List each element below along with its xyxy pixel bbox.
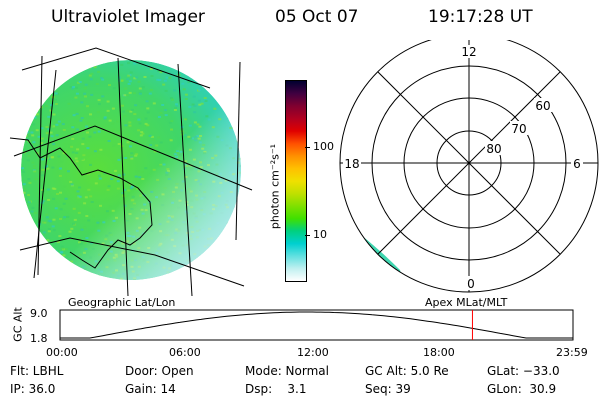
altitude-strip: [59, 309, 574, 341]
mlt-label-18: 18: [344, 157, 359, 171]
info-filter: Flt: LBHL: [10, 364, 64, 378]
mlat-label-70: 70: [511, 122, 526, 136]
altitude-xtick-1: 06:00: [169, 346, 201, 359]
altitude-xtick-0: 00:00: [46, 346, 78, 359]
mlt-label-12: 12: [461, 45, 476, 59]
coastline: [9, 137, 153, 269]
geo-grid-lines: [13, 47, 253, 297]
mlt-label-0: 0: [467, 277, 475, 291]
colorbar-tick-10: [305, 235, 310, 236]
altitude-xtick-3: 18:00: [423, 346, 455, 359]
mlat-label-80: 80: [486, 142, 501, 156]
info-mode: Mode: Normal: [245, 364, 329, 378]
mlt-label-6: 6: [573, 157, 581, 171]
polar-grid: [339, 40, 599, 293]
colorbar-unit-label: photon cm⁻²s⁻¹: [268, 143, 282, 230]
instrument-title: Ultraviolet Imager: [51, 7, 205, 27]
altitude-ytick-low: 1.8: [30, 332, 48, 345]
polar-plot: 12 18 6 0 60 70 80: [339, 40, 599, 293]
observation-date: 05 Oct 07: [275, 7, 359, 27]
info-glon: GLon: 30.9: [487, 382, 557, 396]
altitude-xtick-2: 12:00: [297, 346, 329, 359]
colorbar: [285, 80, 307, 282]
polar-aurora-fill: [350, 228, 406, 290]
info-seq: Seq: 39: [365, 382, 411, 396]
observation-time: 19:17:28 UT: [428, 7, 533, 27]
mlat-label-60: 60: [535, 99, 550, 113]
info-glat: GLat: −33.0: [487, 364, 560, 378]
altitude-ytick-high: 9.0: [30, 307, 48, 320]
colorbar-tick-100: [305, 147, 310, 148]
altitude-strip-frame: [59, 309, 574, 341]
polar-plot-caption: Apex MLat/MLT: [425, 296, 508, 309]
info-door: Door: Open: [125, 364, 194, 378]
colorbar-tick-label-100: 100: [313, 140, 334, 153]
altitude-curve: [60, 311, 573, 339]
info-gc-alt: GC Alt: 5.0 Re: [365, 364, 449, 378]
colorbar-tick-label-10: 10: [313, 228, 327, 241]
uv-disk: [21, 60, 241, 280]
geographic-image: [9, 47, 253, 297]
info-dsp: Dsp: 3.1: [245, 382, 307, 396]
geo-map-caption: Geographic Lat/Lon: [68, 296, 176, 309]
altitude-xtick-4: 23:59: [556, 346, 588, 359]
info-gain: Gain: 14: [125, 382, 176, 396]
info-ip: IP: 36.0: [10, 382, 56, 396]
